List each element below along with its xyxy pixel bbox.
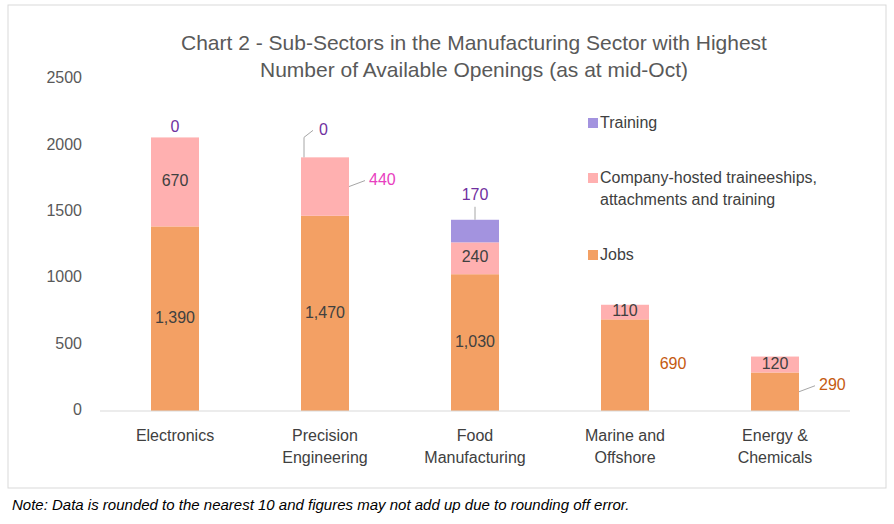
chart-title-line: Chart 2 - Sub-Sectors in the Manufacturi…: [181, 31, 767, 54]
bar-segment: [151, 226, 199, 411]
legend-label: Training: [600, 114, 657, 131]
data-label: 1,470: [305, 304, 345, 321]
data-label: 1,030: [455, 333, 495, 350]
bar-segment: [601, 319, 649, 411]
chart-title-line: Number of Available Openings (as at mid-…: [260, 58, 688, 81]
data-label: 0: [319, 121, 328, 138]
x-tick-label-line: Offshore: [594, 449, 655, 466]
leader-line: [304, 130, 313, 157]
x-tick-label-line: Manufacturing: [424, 449, 525, 466]
bar-segment: [151, 137, 199, 226]
legend-label: Jobs: [600, 246, 634, 263]
x-axis-line: [100, 411, 850, 412]
x-tick-label: Food Manufacturing: [424, 427, 525, 466]
y-tick-label: 2000: [46, 136, 82, 153]
chart-frame: [8, 5, 886, 488]
y-tick-label: 500: [55, 335, 82, 352]
legend-label-line: Company-hosted traineeships,: [600, 169, 817, 186]
bar-segment: [301, 216, 349, 411]
x-tick-label-line: Chemicals: [738, 449, 813, 466]
x-tick-label: Electronics: [136, 427, 214, 444]
x-tick-label-line: Precision: [292, 427, 358, 444]
data-label: 0: [171, 118, 180, 135]
y-tick-label: 0: [73, 401, 82, 418]
data-label: 170: [462, 186, 489, 203]
y-tick-label: 1500: [46, 202, 82, 219]
data-label: 290: [819, 376, 846, 393]
y-tick-label: 2500: [46, 69, 82, 86]
legend-label-line: Training: [600, 114, 657, 131]
data-label: 110: [612, 302, 638, 319]
data-label: 120: [762, 355, 789, 372]
bar-segment: [751, 372, 799, 411]
x-tick-label-line: Electronics: [136, 427, 214, 444]
data-label: 440: [369, 171, 396, 188]
note: Note: Data is rounded to the nearest 10 …: [12, 496, 629, 513]
legend-label-line: attachments and training: [600, 191, 775, 208]
legend-swatch: [588, 250, 598, 260]
x-tick-label: Precision Engineering: [282, 427, 367, 466]
data-label: 670: [162, 172, 189, 189]
legend-swatch: [588, 173, 598, 183]
x-tick-label: Marine and Offshore: [585, 427, 665, 466]
leader-line: [349, 181, 365, 187]
data-label: 240: [462, 248, 489, 265]
legend-label: Company-hosted traineeships, attachments …: [600, 169, 817, 208]
y-tick-label: 1000: [46, 268, 82, 285]
bar-segment: [451, 220, 499, 243]
chart: Chart 2 - Sub-Sectors in the Manufacturi…: [0, 0, 894, 524]
bar-segment: [151, 137, 199, 138]
x-tick-label-line: Food: [457, 427, 493, 444]
bar-segment: [451, 242, 499, 274]
x-tick-label-line: Marine and: [585, 427, 665, 444]
bar-segment: [301, 157, 349, 158]
leader-line: [475, 207, 476, 220]
bar-segment: [301, 157, 349, 215]
x-tick-label-line: Energy &: [742, 427, 808, 444]
x-tick-label: Energy & Chemicals: [738, 427, 813, 466]
bar-segment: [451, 274, 499, 411]
data-label: 1,390: [155, 309, 195, 326]
x-tick-label-line: Engineering: [282, 449, 367, 466]
leader-line: [799, 386, 815, 392]
legend-label-line: Jobs: [600, 246, 634, 263]
chart-title: Chart 2 - Sub-Sectors in the Manufacturi…: [181, 31, 767, 81]
data-label: 690: [660, 355, 687, 372]
legend-swatch: [588, 118, 598, 128]
